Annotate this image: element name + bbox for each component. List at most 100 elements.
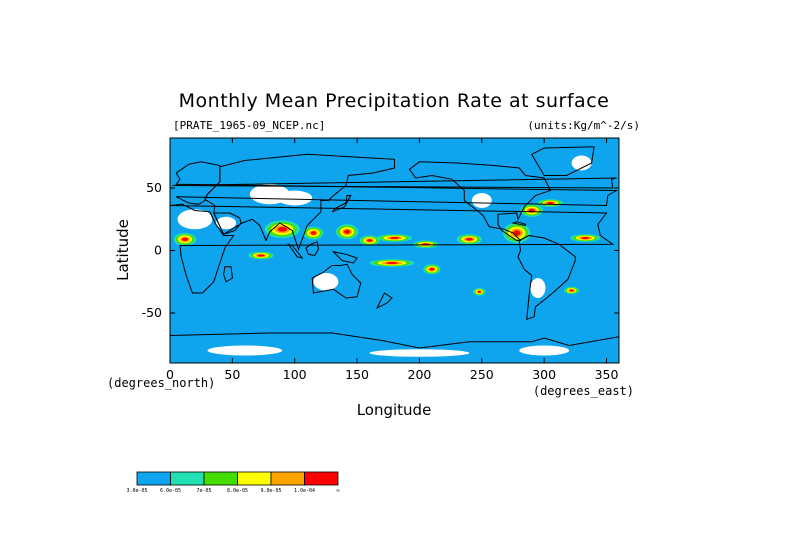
precip-level-5 xyxy=(389,237,400,239)
dry-patch xyxy=(177,209,213,230)
coastline-northamerica xyxy=(408,161,552,241)
precip-blob-south-atlantic xyxy=(564,286,580,295)
precip-level-5 xyxy=(277,226,288,232)
colorbar-swatch xyxy=(203,471,238,486)
y-tick-label: -50 xyxy=(142,305,162,320)
coastline-cuba xyxy=(511,221,526,227)
precip-blob-south-pacific xyxy=(423,264,441,275)
precip-blob-west-pacific xyxy=(335,224,359,240)
coastline-arabia xyxy=(212,212,242,235)
precip-level-5 xyxy=(547,202,554,204)
dry-patch xyxy=(277,190,313,206)
coastline-borneo xyxy=(305,241,319,257)
colorbar-swatch xyxy=(304,471,339,486)
precip-blob-east-pacific xyxy=(456,234,482,245)
chart-title: Monthly Mean Precipitation Rate at surfa… xyxy=(179,90,610,112)
precip-blob-indian-ocean xyxy=(248,251,274,260)
x-tick-label: 300 xyxy=(532,367,556,382)
x-axis-label: Longitude xyxy=(357,401,432,419)
y-tick-label: 0 xyxy=(154,243,162,258)
coastline-madagascar xyxy=(223,266,233,283)
land-southamerica xyxy=(518,235,576,320)
precip-blob-bay-of-bengal xyxy=(264,220,300,239)
precip-level-5 xyxy=(465,237,473,241)
precip-level-5 xyxy=(181,237,189,241)
precip-level-5 xyxy=(477,290,481,293)
x-tick-label: 350 xyxy=(595,367,619,382)
y-axis-label: Latitude xyxy=(114,219,132,281)
coastline-asia xyxy=(204,153,395,251)
colorbar-label: 7e-05 xyxy=(196,488,211,494)
precipitation-layer xyxy=(173,199,601,296)
x-tick-label: 100 xyxy=(283,367,307,382)
land-antarctica xyxy=(170,333,619,363)
coastline-greenland xyxy=(530,146,595,176)
dry-patch xyxy=(313,273,339,291)
colorbar-label: 3.0e-05 xyxy=(126,488,147,494)
precip-level-5 xyxy=(385,262,399,264)
x-unit-label: (degrees_east) xyxy=(533,384,634,398)
x-tick-label: 250 xyxy=(470,367,494,382)
dry-patch xyxy=(530,278,546,298)
y-tick-label: 50 xyxy=(146,180,162,195)
colorbar-label: ∞ xyxy=(336,488,339,494)
precip-blob-central-africa xyxy=(173,233,197,246)
colorbar-swatch xyxy=(270,471,305,486)
x-tick-label: 0 xyxy=(166,367,174,382)
colorbar-label: 8.0e-05 xyxy=(227,488,248,494)
precip-blob-south-china-sea xyxy=(303,226,324,240)
coastline-sumatra xyxy=(287,243,304,259)
colorbar: 3.0e-05 6.0e-05 7e-05 8.0e-05 9.0e-05 1.0e-04… xyxy=(126,471,340,494)
precip-level-5 xyxy=(581,237,590,239)
precip-level-5 xyxy=(310,231,317,235)
precip-blob-west-pacific-2 xyxy=(359,235,380,246)
dry-patch xyxy=(369,349,470,357)
x-tick-label: 50 xyxy=(224,367,240,382)
land-sumatra xyxy=(288,244,303,258)
units-label: (units:Kg/m^-2/s) xyxy=(527,119,640,132)
dry-patch xyxy=(519,345,570,356)
x-tick-label: 200 xyxy=(408,367,432,382)
precip-blob-north-atlantic xyxy=(520,204,543,217)
coastline-uk xyxy=(172,177,617,189)
precip-blob-central-pacific-itcz xyxy=(377,234,412,242)
y-unit-label: (degrees_north) xyxy=(107,376,215,390)
dataset-label: [PRATE_1965-09_NCEP.nc] xyxy=(173,119,325,132)
precip-blob-spcz xyxy=(369,259,415,267)
dry-patch xyxy=(216,216,237,230)
coastline-japan xyxy=(331,195,352,213)
precip-level-5 xyxy=(257,254,265,257)
precip-level-5 xyxy=(569,289,574,292)
coastline-newguinea xyxy=(331,250,358,264)
precip-blob-gulf-stream xyxy=(537,199,563,207)
coastline-europe xyxy=(175,161,619,207)
coastline-australia xyxy=(311,263,362,299)
dry-patch xyxy=(207,345,283,356)
colorbar-label: 9.0e-05 xyxy=(260,488,281,494)
coastline-africa xyxy=(170,203,615,294)
precip-level-5 xyxy=(366,239,373,242)
land-newzealand xyxy=(377,293,392,308)
colorbar-swatch xyxy=(170,471,205,486)
dry-patch xyxy=(471,193,492,208)
precip-level-5 xyxy=(513,230,521,236)
precip-blob-tropical-atlantic xyxy=(570,234,601,242)
land-newguinea xyxy=(333,251,358,263)
land-madagascar xyxy=(223,266,233,282)
precip-level-5 xyxy=(344,229,351,234)
colorbar-label: 6.0e-05 xyxy=(160,488,181,494)
colorbar-swatch xyxy=(136,471,171,486)
precip-level-5 xyxy=(429,267,435,271)
colorbar-swatch xyxy=(237,471,272,486)
coastline-southamerica xyxy=(517,234,576,321)
colorbar-label: 1.0e-04 xyxy=(294,488,315,494)
y-axis-ticks: 50 0 -50 xyxy=(142,180,619,320)
x-axis-ticks: 0 50 100 150 200 250 300 350 xyxy=(166,138,619,382)
coastline-antarctica xyxy=(170,332,619,363)
x-tick-label: 150 xyxy=(345,367,369,382)
coastline-layer xyxy=(170,146,619,363)
coastline-newzealand xyxy=(375,292,393,310)
dry-patch xyxy=(571,155,592,171)
precip-blob-mid-pacific-itcz xyxy=(413,240,439,249)
